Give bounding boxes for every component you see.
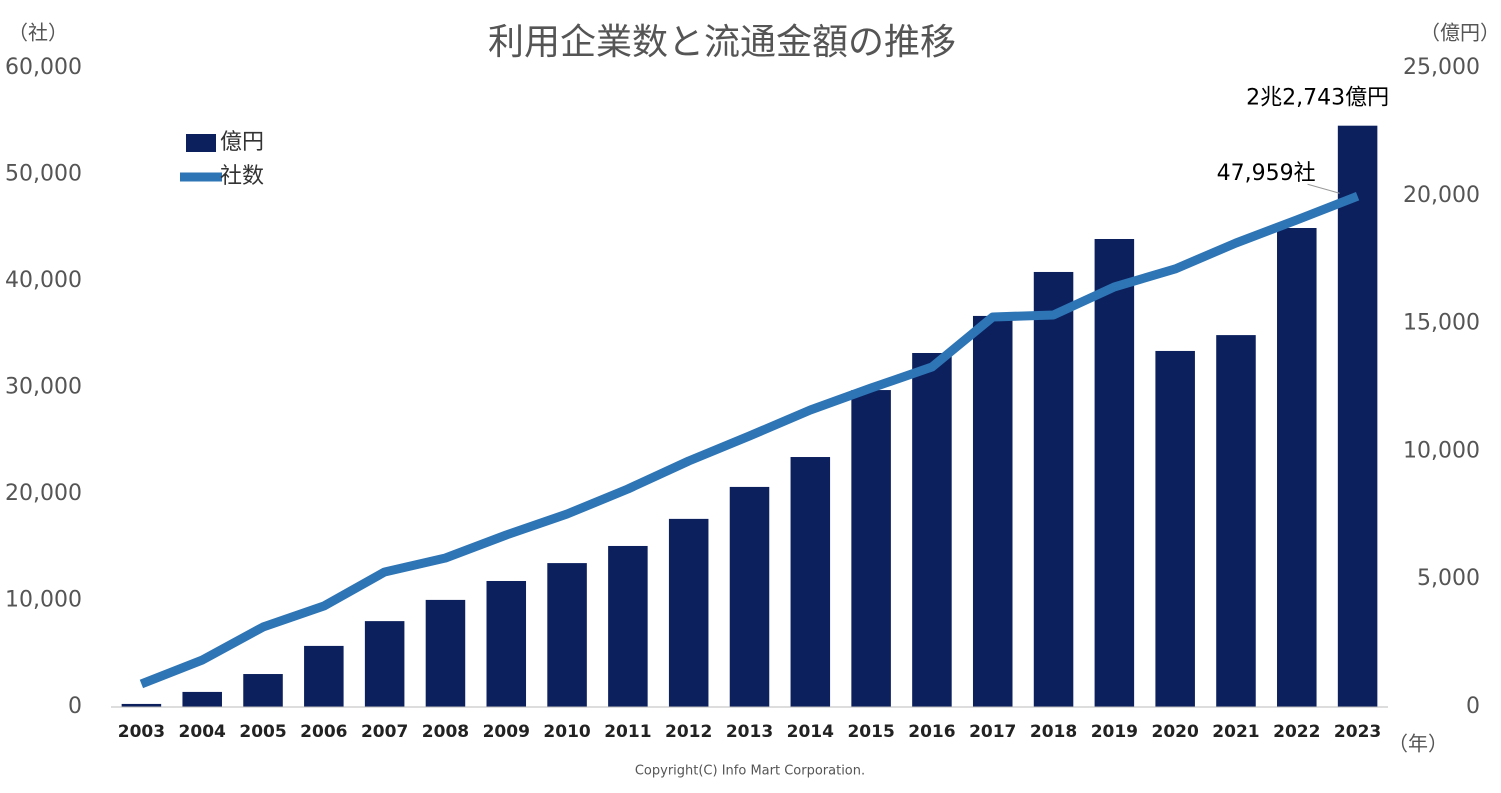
y2-tick-label: 5,000 bbox=[1417, 566, 1480, 591]
line-value-label: 47,959社 bbox=[1217, 161, 1316, 186]
legend-swatch bbox=[186, 134, 216, 152]
x-tick-label: 2015 bbox=[847, 722, 894, 742]
x-tick-label: 2014 bbox=[787, 722, 834, 742]
x-tick-label: 2017 bbox=[969, 722, 1016, 742]
bar bbox=[1337, 125, 1378, 708]
x-tick-label: 2018 bbox=[1030, 722, 1077, 742]
x-tick-label: 2023 bbox=[1334, 722, 1381, 742]
bar bbox=[1094, 238, 1135, 707]
x-tick-label: 2021 bbox=[1212, 722, 1259, 742]
bar bbox=[608, 545, 648, 707]
y2-tick-label: 10,000 bbox=[1403, 438, 1480, 463]
bar bbox=[790, 457, 831, 707]
x-tick-label: 2005 bbox=[239, 722, 286, 742]
bar bbox=[729, 486, 770, 707]
x-tick-label: 2016 bbox=[908, 722, 955, 742]
bar bbox=[304, 645, 344, 707]
y2-tick-label: 0 bbox=[1466, 694, 1480, 719]
bar bbox=[243, 674, 283, 707]
x-tick-label: 2013 bbox=[726, 722, 773, 742]
bar bbox=[547, 563, 587, 707]
x-tick-label: 2006 bbox=[300, 722, 347, 742]
y-tick-label: 60,000 bbox=[5, 55, 82, 80]
x-tick-label: 2003 bbox=[118, 722, 165, 742]
x-unit-label: （年） bbox=[1388, 732, 1448, 756]
bar bbox=[121, 703, 162, 707]
bar bbox=[486, 580, 527, 707]
bar bbox=[851, 390, 891, 707]
y2-tick-label: 25,000 bbox=[1403, 55, 1480, 80]
line bbox=[139, 192, 1360, 689]
x-tick-label: 2009 bbox=[483, 722, 530, 742]
y2-tick-label: 20,000 bbox=[1403, 183, 1480, 208]
y-tick-label: 0 bbox=[68, 694, 82, 719]
y-tick-label: 40,000 bbox=[5, 268, 82, 293]
bar bbox=[425, 599, 466, 707]
x-tick-label: 2022 bbox=[1273, 722, 1320, 742]
bar bbox=[912, 352, 952, 707]
y2-unit-label: （億円） bbox=[1420, 21, 1500, 45]
bar bbox=[364, 621, 405, 707]
x-tick-label: 2004 bbox=[179, 722, 226, 742]
x-tick-label: 2007 bbox=[361, 722, 408, 742]
x-tick-label: 2011 bbox=[604, 722, 651, 742]
bar bbox=[1277, 228, 1317, 707]
footer: Copyright(C) Info Mart Corporation. bbox=[635, 764, 865, 779]
y-tick-label: 20,000 bbox=[5, 481, 82, 506]
y-unit-label: （社） bbox=[8, 21, 68, 45]
y2-tick-label: 15,000 bbox=[1403, 311, 1480, 336]
y-tick-label: 30,000 bbox=[5, 375, 82, 400]
bar bbox=[1155, 350, 1195, 707]
bar bbox=[972, 315, 1013, 707]
x-tick-label: 2020 bbox=[1152, 722, 1199, 742]
y-tick-label: 50,000 bbox=[5, 162, 82, 187]
bar bbox=[182, 691, 222, 707]
x-tick-label: 2010 bbox=[543, 722, 590, 742]
bar bbox=[1033, 271, 1074, 707]
leader-line bbox=[1307, 183, 1340, 194]
bar-value-label: 2兆2,743億円 bbox=[1246, 86, 1389, 111]
y-tick-label: 10,000 bbox=[5, 588, 82, 613]
legend-label: 社数 bbox=[220, 164, 264, 189]
chart-title: 利用企業数と流通金額の推移 bbox=[488, 22, 956, 63]
bar bbox=[1216, 335, 1256, 707]
x-tick-label: 2012 bbox=[665, 722, 712, 742]
x-tick-label: 2019 bbox=[1091, 722, 1138, 742]
bar bbox=[668, 518, 709, 707]
x-tick-label: 2008 bbox=[422, 722, 469, 742]
legend-label: 億円 bbox=[220, 130, 264, 155]
